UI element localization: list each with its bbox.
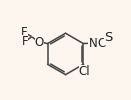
Text: S: S (104, 31, 113, 44)
Text: O: O (35, 36, 44, 49)
Text: Cl: Cl (79, 65, 90, 78)
Text: C: C (97, 37, 105, 50)
Text: F: F (21, 26, 28, 39)
Text: N: N (88, 37, 97, 50)
Text: F: F (21, 35, 28, 48)
